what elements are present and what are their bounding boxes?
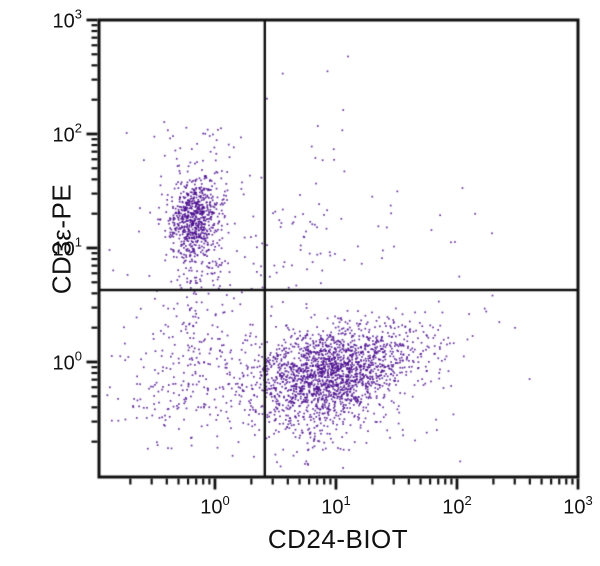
y-tick-label-10e3: 103 [52,6,82,33]
x-tick-label-10e2: 102 [442,493,472,519]
x-tick-label-10e0: 100 [200,493,230,519]
y-tick-label-10e2: 102 [52,120,82,147]
x-axis-title: CD24-BIOT [267,524,409,554]
y-tick-label-10e1: 101 [52,234,82,261]
y-tick-label-10e0: 100 [52,348,82,375]
x-tick-label-10e3: 103 [563,493,593,519]
y-axis-title: CD3ε-PE [46,183,77,295]
x-tick-label-10e1: 101 [321,493,351,519]
